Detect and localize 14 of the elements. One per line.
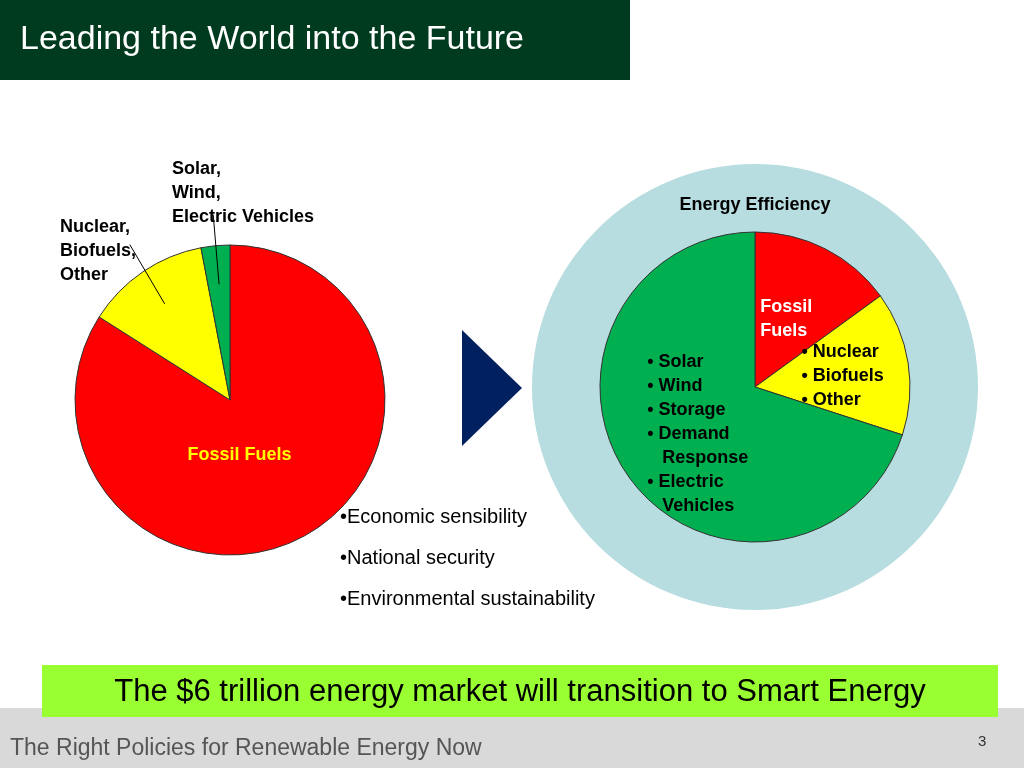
text: •Environmental sustainability [340, 587, 595, 610]
slice-label: Nuclear, Biofuels, Other [60, 216, 137, 284]
slice-label: • Nuclear • Biofuels • Other [801, 340, 884, 409]
text: The Right Policies for Renewable Energy Now [10, 734, 482, 761]
chart-title: Energy Efficiency [678, 194, 832, 215]
text: •National security [340, 546, 495, 569]
slice-label: • Solar • Wind • Storage • Demand Response • Electric Vehicles [647, 350, 749, 515]
text: The $6 trillion energy market will transition to Smart Energy [42, 665, 998, 717]
text: •Economic sensibility [340, 505, 528, 528]
chart-title: Leading the World into the Future [20, 18, 525, 57]
slice-label: Fossil Fuels [760, 295, 813, 340]
slice-label: Solar, Wind, Electric Vehicles [172, 158, 315, 226]
slice-label: Fossil Fuels [187, 443, 292, 464]
text: 3 [978, 732, 987, 749]
